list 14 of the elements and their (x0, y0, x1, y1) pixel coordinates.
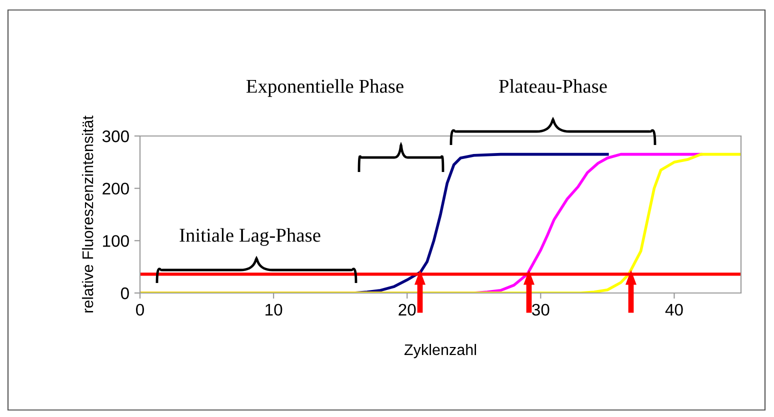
x-tick-label: 40 (665, 304, 683, 316)
x-tick-label: 20 (398, 304, 416, 316)
text: Exponentielle Phase (246, 79, 404, 97)
y-tick-label: 200 (102, 182, 129, 195)
text: Plateau-Phase (499, 79, 607, 93)
x-tick-label: 10 (266, 304, 282, 316)
y-tick-label: 100 (103, 235, 129, 247)
x-axis-title: Zyklenzahl (404, 344, 476, 358)
annotation: Initiale Lag-Phase (180, 228, 320, 246)
y-tick-label: 0 (120, 287, 129, 300)
x-tick-label: 30 (532, 304, 550, 316)
y-axis-title: relative Fluoreszenzintensität (82, 116, 94, 312)
x-tick-label: 0 (136, 304, 144, 316)
y-tick-label: 300 (102, 130, 129, 142)
